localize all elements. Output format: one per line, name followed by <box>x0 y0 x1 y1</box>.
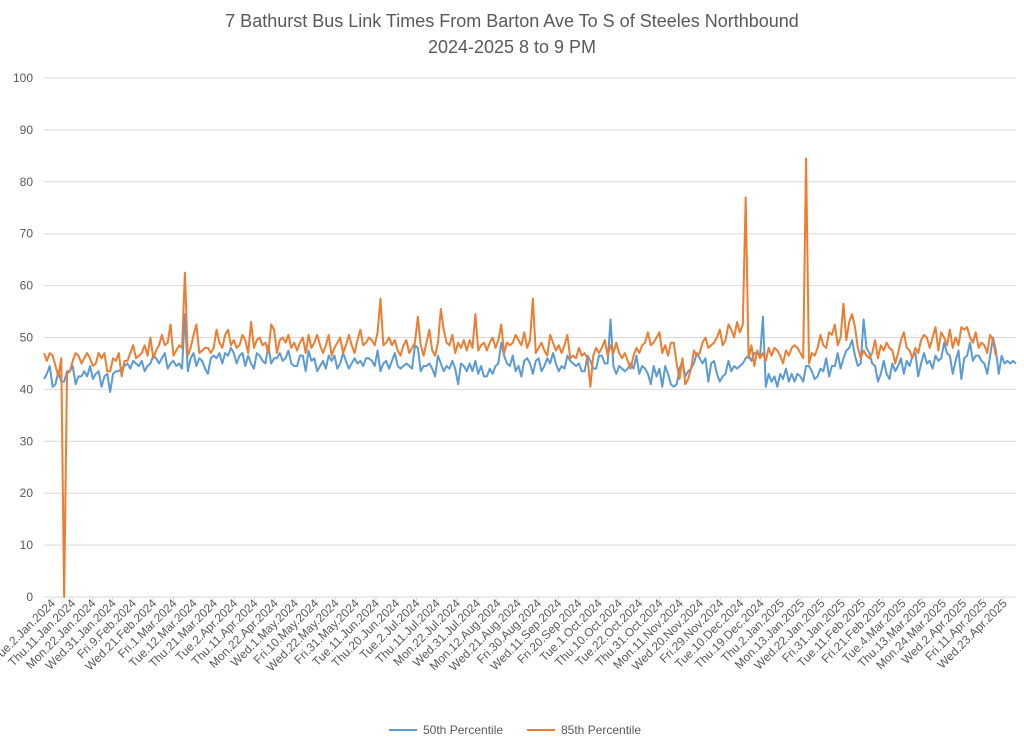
y-tick-label: 70 <box>20 227 34 241</box>
y-tick-label: 90 <box>20 123 34 137</box>
legend-label-85th: 85th Percentile <box>561 723 641 737</box>
chart-subtitle: 2024-2025 8 to 9 PM <box>428 37 596 57</box>
series-line-85th-percentile <box>43 157 997 598</box>
y-tick-label: 10 <box>20 538 34 552</box>
x-axis-ticks: Tue.2.Jan.2024Thu.11.Jan.2024Mon.22.Jan.… <box>0 596 1010 674</box>
y-tick-label: 80 <box>20 175 34 189</box>
y-tick-label: 0 <box>26 590 33 604</box>
y-tick-label: 30 <box>20 434 34 448</box>
chart-title: 7 Bathurst Bus Link Times From Barton Av… <box>225 11 799 31</box>
y-tick-label: 100 <box>13 71 33 85</box>
y-tick-label: 60 <box>20 279 34 293</box>
series-lines <box>43 157 1017 598</box>
y-tick-label: 40 <box>20 382 34 396</box>
y-tick-label: 20 <box>20 486 34 500</box>
series-line-50th-percentile <box>43 313 1017 393</box>
legend: 50th Percentile 85th Percentile <box>389 723 641 737</box>
y-axis-ticks: 0 10 20 30 40 50 60 70 80 90 100 <box>13 71 33 604</box>
y-tick-label: 50 <box>20 331 34 345</box>
legend-label-50th: 50th Percentile <box>423 723 503 737</box>
